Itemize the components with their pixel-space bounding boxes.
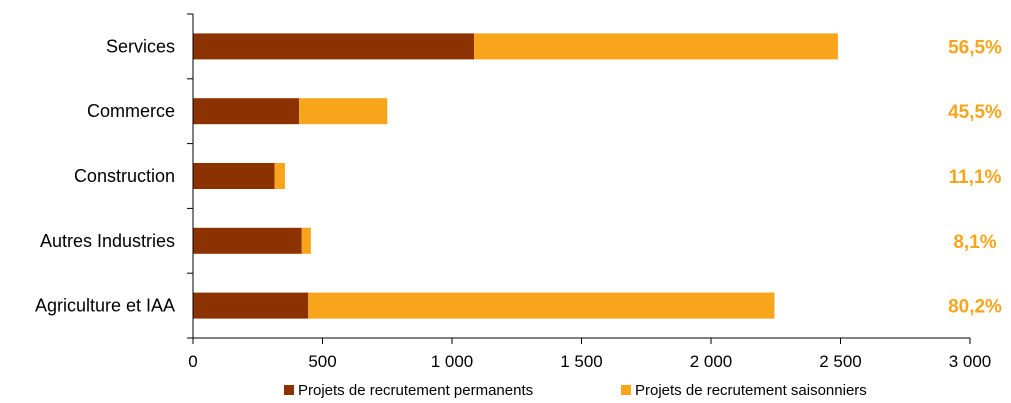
legend-swatch-permanents <box>284 385 294 395</box>
bar-autres-industries-permanents <box>193 227 302 254</box>
x-tick-label: 1 500 <box>560 352 603 371</box>
bars-group <box>193 33 838 319</box>
percent-label-construction: 11,1% <box>949 167 1002 188</box>
x-tick-label: 0 <box>188 352 197 371</box>
bar-commerce-saisonniers <box>299 98 388 125</box>
percent-label-autres-industries: 8,1% <box>953 232 996 253</box>
bar-construction-saisonniers <box>274 163 285 189</box>
bar-services-saisonniers <box>474 33 838 60</box>
category-label-construction: Construction <box>74 166 175 186</box>
percent-label-commerce: 45,5% <box>948 102 1002 123</box>
category-label-autres-industries: Autres Industries <box>40 231 175 251</box>
category-label-services: Services <box>106 36 175 56</box>
bar-services-permanents <box>193 33 475 60</box>
percent-label-agriculture-et-iaa: 80,2% <box>948 297 1002 318</box>
x-tick-labels: 0 500 1 000 1 500 2 000 2 500 3 000 <box>188 352 991 371</box>
axes-group <box>187 13 971 344</box>
percent-labels: 56,5% 45,5% 11,1% 8,1% 80,2% <box>948 37 1002 317</box>
bar-agriculture-et-iaa-permanents <box>193 292 309 319</box>
bar-autres-industries-saisonniers <box>301 227 311 254</box>
legend-swatch-saisonniers <box>621 385 631 395</box>
category-label-commerce: Commerce <box>87 101 175 121</box>
legend-label-permanents: Projets de recrutement permanents <box>298 382 533 399</box>
x-tick-label: 2 000 <box>690 352 733 371</box>
x-tick-label: 3 000 <box>949 352 992 371</box>
legend: Projets de recrutement permanents Projets… <box>284 382 867 399</box>
percent-label-services: 56,5% <box>948 37 1002 58</box>
bar-agriculture-et-iaa-saisonniers <box>308 292 775 319</box>
x-tick-label: 2 500 <box>819 352 862 371</box>
category-label-agriculture-et-iaa: Agriculture et IAA <box>35 296 175 316</box>
bar-construction-permanents <box>193 163 275 189</box>
category-labels: Services Commerce Construction Autres Indus… <box>35 36 175 315</box>
bar-commerce-permanents <box>193 98 300 125</box>
legend-label-saisonniers: Projets de recrutement saisonniers <box>635 382 867 399</box>
x-tick-label: 500 <box>308 352 336 371</box>
x-tick-label: 1 000 <box>431 352 474 371</box>
